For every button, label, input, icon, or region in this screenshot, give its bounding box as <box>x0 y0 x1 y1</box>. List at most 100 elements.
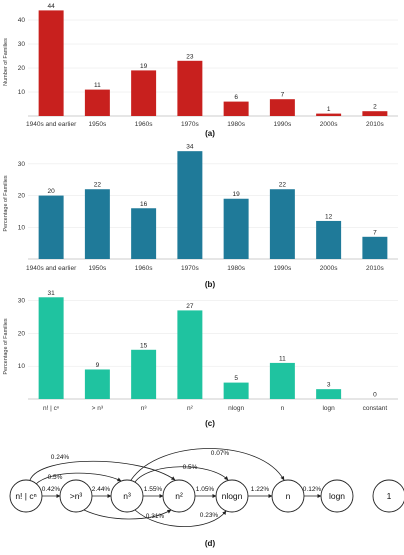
node-label: n! | cⁿ <box>15 491 36 501</box>
data-label: 15 <box>140 342 148 349</box>
y-axis-label: Percentage of Families <box>3 175 9 231</box>
x-tick-label: 1990s <box>274 265 292 272</box>
bar <box>223 382 249 399</box>
data-label: 0 <box>373 392 377 399</box>
caption-a: (a) <box>205 129 215 138</box>
data-label: 7 <box>281 92 285 99</box>
node-label: n³ <box>123 491 131 501</box>
x-tick-label: 1950s <box>89 121 107 128</box>
x-tick-label: 1960s <box>135 121 153 128</box>
caption-c: (c) <box>205 419 215 428</box>
edge-arrow <box>83 509 172 520</box>
edge-label: 1.55% <box>144 486 163 493</box>
data-label: 1 <box>327 106 331 113</box>
edge-arrow <box>134 509 227 527</box>
edge-arrow <box>29 460 176 481</box>
x-tick-label: n <box>281 405 285 412</box>
bar <box>84 189 110 259</box>
x-tick-label: n² <box>187 405 194 412</box>
y-tick-label: 40 <box>18 17 26 24</box>
node-circle <box>9 479 43 513</box>
node-circle <box>320 479 354 513</box>
data-label: 44 <box>48 3 56 10</box>
node-circle <box>215 479 249 513</box>
chart-a: 10 20 30 40 Number of Families 44 1940s and ea… <box>3 3 398 128</box>
bar <box>362 236 388 259</box>
x-tick-label: > n³ <box>92 405 104 412</box>
x-tick-label: 1970s <box>181 265 199 272</box>
edge-label: 0.42% <box>42 486 61 493</box>
bar <box>84 89 110 116</box>
edge-label: 0.23% <box>200 512 219 519</box>
x-tick-label: 1980s <box>227 121 245 128</box>
data-label: 19 <box>233 191 241 198</box>
data-label: 22 <box>279 182 287 189</box>
node-label: n <box>286 491 291 501</box>
bar <box>177 151 203 259</box>
x-tick-label: 2000s <box>320 121 338 128</box>
caption-b: (b) <box>205 280 216 289</box>
x-tick-label: 1970s <box>181 121 199 128</box>
node-circle <box>271 479 305 513</box>
data-label: 6 <box>234 94 238 101</box>
bar <box>131 70 157 116</box>
x-tick-label: 1940s and earlier <box>26 121 77 128</box>
node-label: >n³ <box>70 491 83 501</box>
chart-b: 10 20 30 Percentage of Families 20 1940s and … <box>3 144 398 272</box>
bar <box>269 362 295 399</box>
bar <box>316 389 342 399</box>
x-tick-label: nlogn <box>228 405 244 412</box>
node-label: logn <box>329 491 345 501</box>
edge-label: 0.31% <box>146 513 165 520</box>
bar <box>38 10 64 116</box>
data-label: 16 <box>140 201 148 208</box>
bar <box>84 369 110 399</box>
edge-label: 0.5% <box>183 464 198 471</box>
data-label: 20 <box>48 188 56 195</box>
y-axis-label: Number of Families <box>3 38 9 86</box>
edge-arrow <box>35 472 122 485</box>
x-tick-label: 1940s and earlier <box>26 265 77 272</box>
x-tick-label: n! | cⁿ <box>43 405 60 412</box>
data-label: 27 <box>186 303 194 310</box>
y-tick-label: 20 <box>18 330 26 337</box>
data-label: 34 <box>186 144 194 151</box>
bar <box>38 297 64 399</box>
edge-arrow <box>130 448 285 481</box>
node-label: nlogn <box>222 491 243 501</box>
y-tick-label: 30 <box>18 161 26 168</box>
bar <box>177 310 203 399</box>
bar <box>223 198 249 259</box>
x-tick-label: 2010s <box>366 121 384 128</box>
bar <box>362 111 388 116</box>
y-tick-label: 20 <box>18 65 26 72</box>
bar <box>177 60 203 116</box>
node-circle <box>162 479 196 513</box>
data-label: 12 <box>325 213 333 220</box>
node-label: 1 <box>387 491 392 501</box>
data-label: 7 <box>373 229 377 236</box>
x-tick-label: 2010s <box>366 265 384 272</box>
x-tick-label: 1950s <box>89 265 107 272</box>
data-label: 19 <box>140 63 148 70</box>
node-circle <box>372 479 404 513</box>
edge-label: 0.07% <box>211 450 230 457</box>
bar <box>131 208 157 259</box>
data-label: 2 <box>373 104 377 111</box>
data-label: 11 <box>94 82 101 89</box>
data-label: 22 <box>94 182 102 189</box>
edge-label: 0.5% <box>48 474 63 481</box>
bar <box>316 220 342 259</box>
node-circle <box>59 479 93 513</box>
edge-label: 1.05% <box>196 486 215 493</box>
x-tick-label: logn <box>322 405 335 412</box>
data-label: 23 <box>186 53 194 60</box>
bar <box>38 195 64 259</box>
bar <box>316 113 342 116</box>
bar <box>131 349 157 399</box>
x-tick-label: 1990s <box>274 121 292 128</box>
edge-label: 0.24% <box>51 454 70 461</box>
